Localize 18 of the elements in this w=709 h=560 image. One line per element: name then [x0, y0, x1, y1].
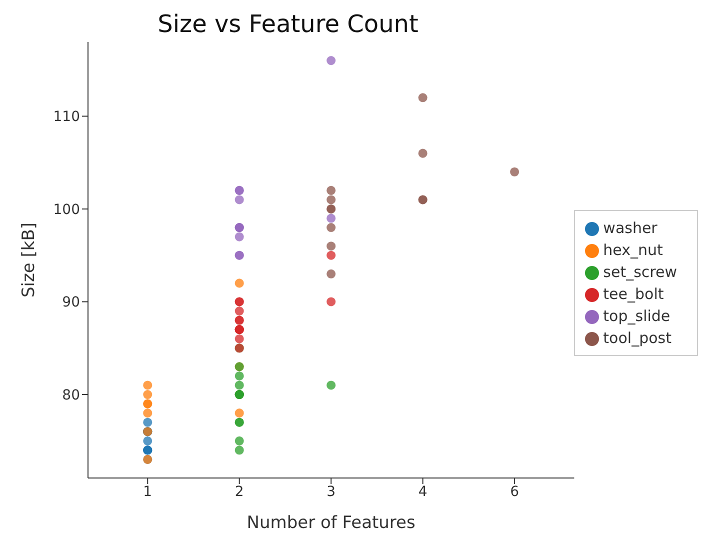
- x-axis-title: Number of Features: [246, 513, 416, 533]
- x-tick-label: 2: [234, 484, 244, 500]
- legend-label: top_slide: [603, 307, 670, 325]
- x-tick-label: 3: [326, 484, 336, 500]
- y-tick-label: 100: [53, 202, 80, 218]
- legend-label: set_screw: [603, 263, 677, 281]
- chart-title: Size vs Feature Count: [156, 10, 420, 38]
- x-tick-label: 6: [510, 484, 520, 500]
- y-tick-label: 80: [62, 387, 80, 404]
- x-tick-label: 1: [143, 484, 152, 500]
- legend-label: tool_post: [603, 329, 672, 347]
- legend-label: hex_nut: [603, 241, 663, 259]
- y-tick-label: 90: [62, 294, 80, 311]
- x-tick-label: 4: [418, 484, 428, 500]
- legend-label: tee_bolt: [603, 285, 664, 303]
- y-axis-title: Size [kB]: [19, 222, 40, 298]
- y-tick-label: 110: [53, 109, 80, 126]
- legend-label: washer: [603, 219, 658, 237]
